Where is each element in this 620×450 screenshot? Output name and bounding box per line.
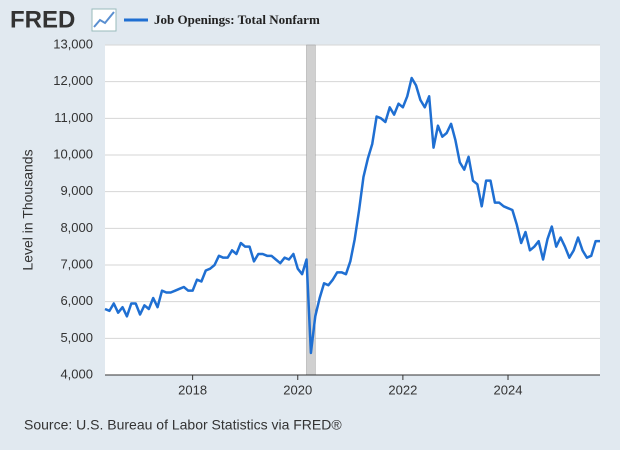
y-tick-label: 8,000 <box>60 220 93 235</box>
plot-area <box>105 45 600 375</box>
x-tick-label: 2024 <box>494 382 523 397</box>
source: Source: U.S. Bureau of Labor Statistics … <box>24 417 342 433</box>
x-tick-label: 2022 <box>388 382 417 397</box>
legend-label: Job Openings: Total Nonfarm <box>154 12 320 27</box>
logo: FRED <box>10 6 75 33</box>
y-tick-label: 5,000 <box>60 330 93 345</box>
data-line <box>104 76 600 355</box>
logo-icon <box>91 8 117 32</box>
y-tick-label: 10,000 <box>53 146 93 161</box>
y-tick-label: 12,000 <box>53 73 93 88</box>
y-tick-label: 4,000 <box>60 366 93 381</box>
y-tick-label: 11,000 <box>54 110 93 125</box>
y-axis-label: Level in Thousands <box>20 149 36 270</box>
x-tick-label: 2018 <box>178 382 207 397</box>
x-tick-label: 2020 <box>283 382 312 397</box>
y-tick-label: 6,000 <box>60 293 93 308</box>
y-tick-label: 7,000 <box>60 256 93 271</box>
y-tick-label: 9,000 <box>60 183 93 198</box>
y-tick-label: 13,000 <box>53 36 93 51</box>
